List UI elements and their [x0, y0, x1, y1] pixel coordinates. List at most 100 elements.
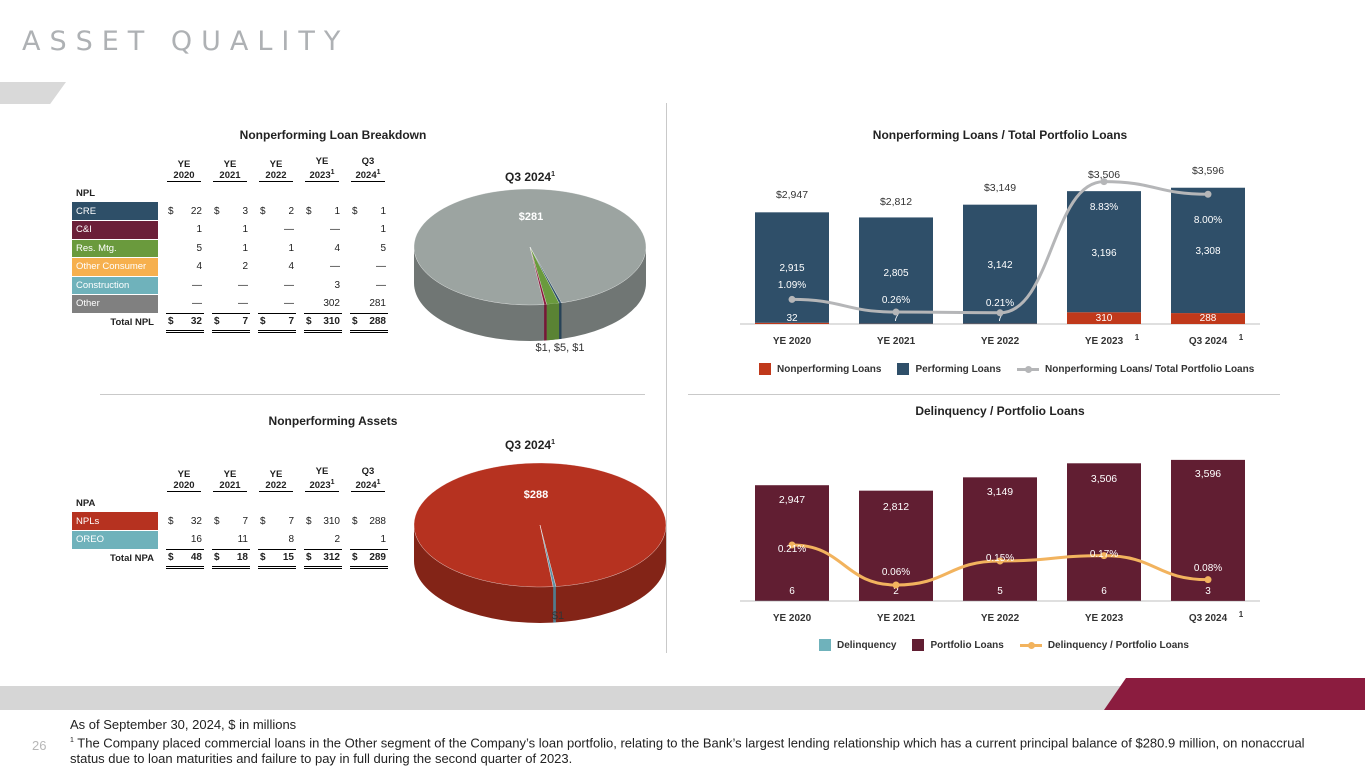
table-cell: —	[376, 279, 386, 291]
portfolio-label: 3,149	[987, 486, 1013, 498]
row-label: Other	[72, 294, 158, 314]
table-cell: $288	[352, 515, 386, 527]
row-label: Total NPA	[110, 553, 154, 565]
npl-label: 310	[1096, 313, 1113, 324]
ratio-label: 0.15%	[986, 553, 1014, 564]
column-header: YE 2021	[212, 466, 250, 494]
table-cell: $7	[214, 515, 248, 527]
portfolio-label: 2,812	[883, 501, 909, 513]
page-number: 26	[32, 738, 47, 753]
table-cell: 5	[380, 242, 386, 254]
table-cell: 1	[288, 242, 294, 254]
column-header: YE 2021	[212, 156, 250, 184]
bar-portfolio-loans	[963, 477, 1037, 601]
bar-nonperforming-loans	[755, 322, 829, 324]
table-header-row: YE 2020 YE 2021 YE 2022 YE 20231 Q3 20241	[72, 466, 388, 494]
table-cell: 2	[242, 261, 248, 273]
ratio-point	[996, 309, 1004, 317]
table-cell: $15	[258, 548, 296, 570]
column-header: YE 20231	[304, 156, 342, 184]
table-row: Res. Mtg. 5 1 1 4 5	[72, 239, 388, 259]
x-tick-sup: 1	[1239, 610, 1244, 619]
pie-slice-npls	[413, 462, 667, 588]
table-cell: 1	[242, 224, 248, 236]
footer-accent	[1104, 678, 1365, 710]
ratio-line	[791, 180, 1209, 315]
bar-portfolio-loans	[1067, 463, 1141, 601]
portfolio-label: 3,506	[1091, 473, 1117, 485]
table-cell: 302	[323, 298, 340, 310]
ratio-point	[1204, 576, 1212, 584]
bar-performing-loans	[963, 204, 1037, 324]
table-cell: $22	[168, 205, 202, 217]
x-tick-label: YE 2020	[773, 613, 812, 624]
npa-pie-chart: $288 $1	[413, 462, 667, 623]
table-cell: —	[192, 298, 202, 310]
legend-line-swatch	[1019, 639, 1042, 651]
bar-performing-loans	[859, 217, 933, 324]
pie-label: $288	[524, 489, 548, 501]
npl-ratio-chart: YE 2020 $2,947 2,915 32 YE 2021 $2,812 2,805 7 Y…	[740, 165, 1260, 347]
legend-swatch	[912, 639, 925, 651]
row-label: Total NPL	[110, 317, 154, 329]
table-cell: 2	[334, 534, 340, 546]
performing-label: 3,142	[987, 260, 1012, 271]
bar-nonperforming-loans	[1171, 313, 1245, 324]
column-header: YE 20231	[304, 466, 342, 494]
x-tick-label: YE 2021	[877, 613, 916, 624]
pie-slice-side	[559, 302, 562, 340]
legend-item: Nonperforming Loans/ Total Portfolio Loa…	[1017, 363, 1254, 375]
table-row: Construction — — — 3 —	[72, 276, 388, 296]
ratio-point	[1100, 552, 1108, 560]
legend-line-swatch	[1017, 363, 1040, 375]
npa-table: YE 2020 YE 2021 YE 2022 YE 20231 Q3 20241 NPA NPLs $…	[72, 466, 388, 570]
legend-swatch	[759, 363, 771, 375]
legend-item: Portfolio Loans	[912, 639, 1004, 651]
column-header: Q3 20241	[350, 156, 388, 184]
pie-label: $1	[552, 610, 564, 622]
column-header: YE 2020	[166, 156, 204, 184]
table-cell: —	[284, 279, 294, 291]
legend-item: Delinquency / Portfolio Loans	[1019, 639, 1189, 651]
table-cell: $3	[214, 205, 248, 217]
ratio-label: 8.83%	[1090, 202, 1118, 213]
table-cell: —	[284, 224, 294, 236]
table-row: OREO 16 11 8 2 1	[72, 530, 388, 550]
x-tick-label: YE 2022	[981, 336, 1020, 347]
table-cell: 4	[288, 261, 294, 273]
table-cell: $7	[260, 515, 294, 527]
column-header: YE 2022	[258, 466, 296, 494]
table-cell: $48	[166, 548, 204, 570]
ratio-label: 0.08%	[1194, 563, 1222, 574]
ratio-label: 0.17%	[1090, 549, 1118, 560]
table-group-row: NPL	[72, 184, 388, 202]
table-total-row: Total NPL $32 $7 $7 $310 $288	[72, 312, 388, 334]
table-cell: 1	[196, 224, 202, 236]
quadrant-divider-left	[100, 394, 645, 395]
x-tick-label: YE 2020	[773, 336, 812, 347]
legend-swatch	[897, 363, 910, 375]
table-cell: 1	[242, 242, 248, 254]
corner-tab-decoration	[0, 82, 66, 104]
npa-title: Nonperforming Assets	[268, 414, 398, 428]
table-row: Other Consumer 4 2 4 — —	[72, 257, 388, 277]
x-tick-label: YE 2021	[877, 336, 916, 347]
page-title: ASSET QUALITY	[22, 26, 350, 57]
legend-item: Delinquency	[819, 639, 896, 651]
table-row: CRE $22 $3 $2 $1 $1	[72, 202, 388, 222]
table-cell: $1	[352, 205, 386, 217]
table-cell: $310	[306, 515, 340, 527]
group-label: NPL	[76, 187, 95, 199]
ratio-point	[1204, 190, 1212, 198]
npl-pie-chart: $281 $1, $5, $1	[413, 188, 647, 354]
ratio-point	[996, 557, 1004, 565]
table-cell: $32	[166, 312, 204, 334]
row-label: OREO	[72, 530, 158, 550]
table-cell: $312	[304, 548, 342, 570]
npl-breakdown-table: YE 2020 YE 2021 YE 2022 YE 20231 Q3 20241 NPL CRE $2…	[72, 156, 388, 334]
table-cell: —	[330, 224, 340, 236]
portfolio-label: 3,596	[1195, 468, 1221, 480]
table-row: NPLs $32 $7 $7 $310 $288	[72, 512, 388, 532]
delinquency-chart: YE 2020 2,947 6 YE 2021 2,812 2 YE 2022 3,149 5 Y…	[740, 459, 1260, 624]
row-label: Construction	[72, 276, 158, 296]
